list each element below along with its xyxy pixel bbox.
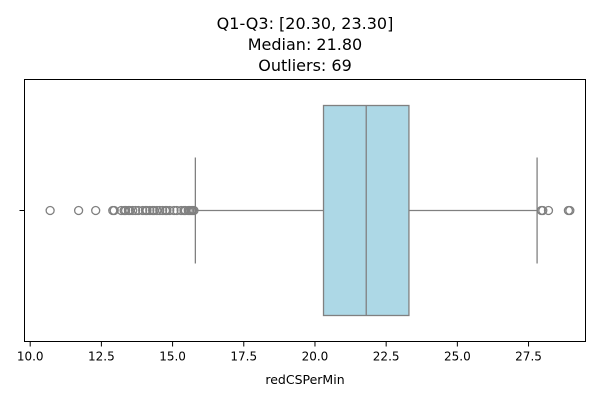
- outlier-point: [155, 205, 165, 216]
- outlier-point: [120, 205, 131, 216]
- outlier-point: [45, 205, 55, 216]
- outlier-point: [538, 205, 548, 216]
- x-tick-label: 17.5: [230, 350, 257, 364]
- box-plot-marks: [45, 104, 575, 317]
- chart-title: Q1-Q3: [20.30, 23.30] Median: 21.80 Outl…: [217, 14, 394, 75]
- outlier-point: [142, 205, 152, 216]
- outlier-point: [138, 205, 148, 216]
- outlier-point: [157, 205, 168, 216]
- outlier-point: [128, 205, 138, 216]
- x-tick-label: 27.5: [515, 350, 542, 364]
- outlier-point: [91, 205, 101, 216]
- outlier-point: [165, 205, 175, 216]
- x-tick-label: 10.0: [17, 350, 44, 364]
- x-tick-label: 15.0: [159, 350, 186, 364]
- x-axis: 10.0 12.5 15.0 17.5 20.0 22.5 25.0 27.5: [17, 341, 542, 364]
- x-tick-label: 22.5: [373, 350, 400, 364]
- x-axis-label: redCSPerMin: [265, 372, 344, 387]
- x-tick-label: 25.0: [444, 350, 471, 364]
- title-line-median: Median: 21.80: [248, 35, 362, 54]
- outlier-point: [543, 205, 554, 216]
- outlier-point: [73, 205, 84, 216]
- outlier-point: [145, 205, 155, 216]
- outlier-point: [130, 205, 141, 216]
- title-line-outliers: Outliers: 69: [258, 56, 352, 75]
- x-tick-label: 12.5: [88, 350, 115, 364]
- x-tick-label: 20.0: [302, 350, 329, 364]
- outlier-point: [189, 205, 199, 216]
- outlier-point: [109, 205, 119, 216]
- outlier-point: [565, 205, 575, 216]
- outlier-point: [162, 205, 172, 216]
- title-line-quartiles: Q1-Q3: [20.30, 23.30]: [217, 14, 394, 33]
- outlier-point: [169, 205, 179, 216]
